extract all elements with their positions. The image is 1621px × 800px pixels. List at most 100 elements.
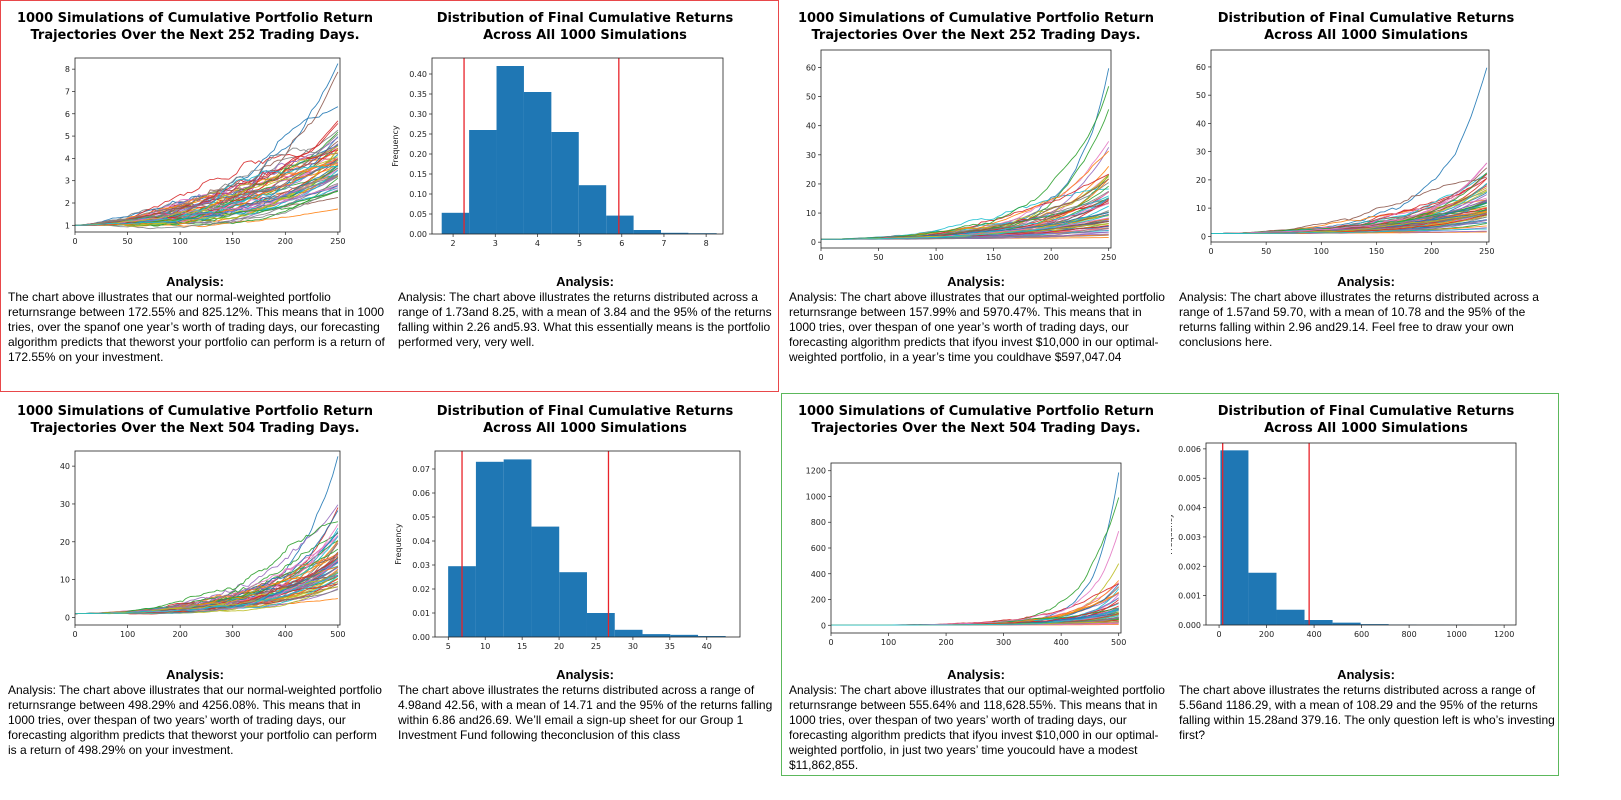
x-tick-label: 3 [493, 239, 498, 248]
panel-1: 1000 Simulations of Cumulative Portfolio… [0, 0, 390, 392]
x-tick-label: 500 [1111, 638, 1126, 647]
y-tick-label: 0.004 [1178, 504, 1201, 513]
y-tick-label: 50 [806, 93, 816, 102]
histogram-bar [1248, 572, 1277, 625]
y-tick-label: 0 [65, 613, 70, 622]
y-tick-label: 20 [806, 180, 816, 189]
histogram-bar [633, 230, 662, 234]
x-tick-label: 50 [873, 253, 883, 262]
chart-svg: 0 200 400 600 800 1000 1200 0.000 0.001 0.002 0.00… [1171, 442, 1517, 639]
y-tick-label: 10 [60, 576, 70, 585]
x-tick-label: 100 [173, 237, 188, 246]
plot-frame [74, 450, 341, 626]
histogram-bar [642, 634, 671, 637]
y-tick-label: 40 [60, 462, 70, 471]
simulation-line [75, 140, 339, 226]
y-tick-label: 20 [60, 538, 70, 547]
y-tick-label: 7 [65, 87, 70, 96]
y-tick-label: 0 [821, 621, 826, 630]
y-tick-label: 0.07 [412, 465, 430, 474]
histogram-bar [523, 92, 552, 234]
plot-frame [1210, 49, 1490, 243]
y-tick-label: 600 [811, 544, 826, 553]
histogram-bar [578, 185, 607, 234]
highlight-frame-green [781, 393, 1559, 776]
y-tick-label: 0.30 [409, 110, 427, 119]
y-tick-label: 60 [806, 63, 816, 72]
x-tick-label: 50 [1261, 247, 1271, 256]
x-tick-label: 200 [1259, 630, 1274, 639]
analysis-heading: Analysis: [947, 667, 1005, 682]
chart-title: Distribution of Final Cumulative Returns… [436, 404, 734, 436]
y-tick-label: 3 [65, 177, 70, 186]
y-tick-label: 30 [806, 151, 816, 160]
y-tick-label: 0 [811, 238, 816, 247]
simulation-line [831, 497, 1120, 626]
simulation-line [75, 572, 339, 615]
chart-title: 1000 Simulations of Cumulative Portfolio… [16, 404, 374, 436]
plot-area [441, 58, 717, 234]
analysis-heading: Analysis: [166, 274, 224, 289]
panel-6: Distribution of Final Cumulative Returns… [390, 393, 780, 785]
histogram-bar [475, 461, 504, 637]
chart-title: Distribution of Final Cumulative Returns… [1217, 11, 1515, 43]
y-axis-label: Frequency [394, 523, 403, 565]
x-tick-label: 100 [881, 638, 896, 647]
plot-frame [820, 49, 1112, 249]
analysis-heading: Analysis: [1337, 274, 1395, 289]
histogram-bar [1360, 624, 1389, 625]
x-tick-label: 1200 [1494, 630, 1514, 639]
y-tick-label: 4 [65, 154, 70, 163]
plot-area [1220, 443, 1501, 625]
chart-svg: 0 50 100 150 200 250 0 10 20 30 40 50 60 [806, 49, 1116, 262]
panel-7: 1000 Simulations of Cumulative Portfolio… [781, 393, 1171, 785]
y-tick-label: 10 [806, 209, 816, 218]
y-tick-label: 800 [811, 518, 826, 527]
y-tick-label: 0.03 [412, 561, 430, 570]
x-tick-label: 800 [1401, 630, 1416, 639]
x-tick-label: 25 [591, 642, 601, 651]
analysis-text: The chart above illustrates the returns … [1179, 683, 1555, 742]
y-tick-label: 1000 [806, 492, 826, 501]
x-tick-label: 1000 [1446, 630, 1466, 639]
y-tick-label: 0.15 [409, 170, 427, 179]
y-tick-label: 0.04 [412, 537, 430, 546]
x-tick-label: 250 [1101, 253, 1116, 262]
x-tick-label: 0 [72, 630, 77, 639]
y-tick-label: 0.10 [409, 190, 427, 199]
plot-frame [74, 57, 341, 233]
chart-title: Distribution of Final Cumulative Returns… [436, 11, 734, 43]
histogram-bar [1304, 620, 1333, 625]
x-tick-label: 7 [661, 239, 666, 248]
simulation-line [831, 608, 1119, 626]
y-tick-label: 8 [65, 65, 70, 74]
x-tick-label: 300 [225, 630, 240, 639]
y-axis-label: Frequency [1171, 513, 1174, 555]
y-tick-label: 0.01 [412, 609, 430, 618]
chart-title: 1000 Simulations of Cumulative Portfolio… [797, 404, 1155, 436]
simulation-line [75, 183, 339, 230]
panel-8: Distribution of Final Cumulative Returns… [1171, 393, 1561, 785]
analysis-text: The chart above illustrates the returns … [398, 683, 773, 742]
analysis-heading: Analysis: [556, 274, 614, 289]
y-tick-label: 0.05 [409, 210, 427, 219]
y-tick-label: 0.005 [1178, 474, 1201, 483]
y-tick-label: 40 [806, 122, 816, 131]
x-tick-label: 200 [938, 638, 953, 647]
simulation-line [75, 149, 338, 226]
x-tick-label: 400 [1306, 630, 1321, 639]
x-tick-label: 2 [451, 239, 456, 248]
y-tick-label: 50 [1196, 91, 1206, 100]
analysis-heading: Analysis: [1337, 667, 1395, 682]
plot-frame [434, 450, 741, 638]
histogram-bar [1276, 609, 1305, 625]
analysis-text: Analysis: The chart above illustrates th… [398, 290, 772, 349]
histogram-bar [606, 215, 634, 234]
x-tick-label: 100 [928, 253, 943, 262]
simulation-line [831, 472, 1120, 626]
chart-svg: 5 10 15 20 25 30 35 40 0.00 0.01 0.02 0.03 0.04 0.05 0… [394, 450, 741, 651]
x-tick-label: 8 [704, 239, 709, 248]
panel-2: Distribution of Final Cumulative Returns… [390, 0, 780, 392]
histogram-bar [496, 66, 524, 234]
simulation-line [75, 165, 338, 226]
